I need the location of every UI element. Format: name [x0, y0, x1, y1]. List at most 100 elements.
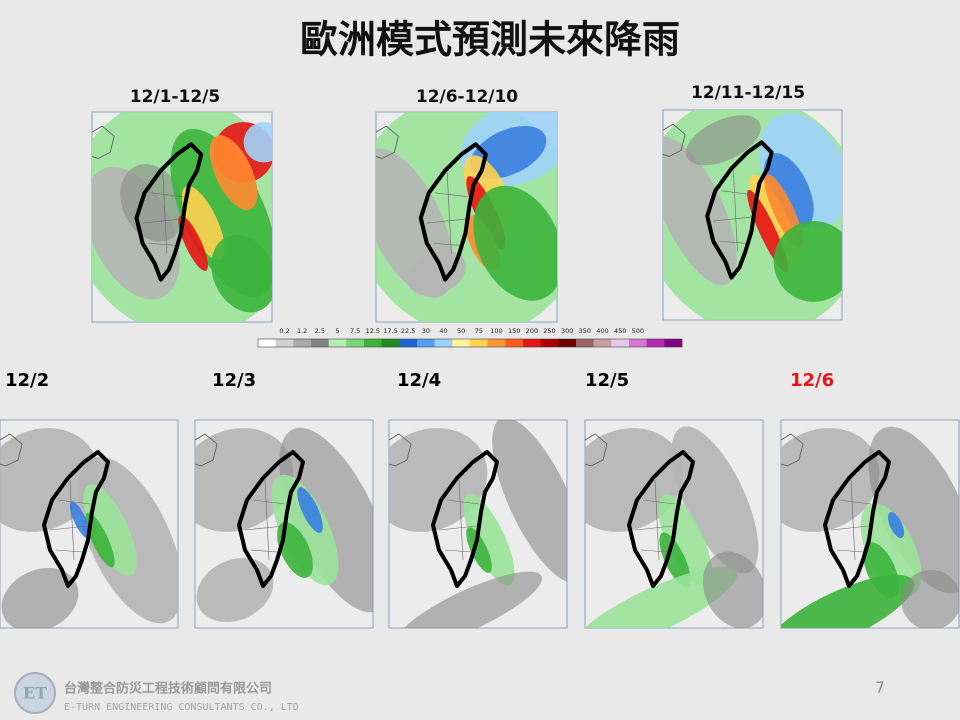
colorbar-segment [275, 339, 294, 347]
colorbar-label: 5 [335, 327, 339, 335]
county-lines [634, 479, 676, 561]
colorbar-label: 2.5 [315, 327, 325, 335]
rain-area [659, 532, 691, 588]
county-lines [830, 479, 872, 561]
china-coast [195, 433, 218, 467]
taiwan-outline [42, 450, 110, 588]
colorbar-segment [417, 339, 435, 347]
colorbar-segment [664, 339, 683, 347]
colorbar-label: 200 [526, 327, 538, 335]
rain-area [1, 567, 79, 628]
rain-area [473, 185, 557, 301]
rain-area [685, 115, 761, 166]
rain-map [194, 419, 374, 629]
rain-area [492, 420, 567, 583]
rain-area [702, 551, 763, 628]
period-label: 12/1-12/5 [130, 87, 220, 107]
company-name-en: E-TURN ENGINEERING CONSULTANTS CO., LTD [64, 702, 299, 713]
rain-area [781, 428, 880, 532]
colorbar-segment [364, 339, 382, 347]
rain-map [780, 419, 960, 629]
colorbar-label: 50 [457, 327, 465, 335]
colorbar-segment [646, 339, 665, 347]
colorbar-segment [593, 339, 612, 347]
rain-area [463, 494, 515, 586]
rain-area [181, 185, 225, 261]
colorbar-label: 350 [579, 327, 591, 335]
china-coast [663, 123, 686, 157]
rain-area [279, 427, 373, 613]
page-number: 7 [875, 679, 885, 697]
rain-area [196, 557, 274, 623]
rain-area [389, 428, 488, 532]
rain-area [781, 574, 915, 628]
rain-layer [0, 428, 178, 628]
day-label: 12/5 [585, 370, 629, 391]
rain-layer [585, 426, 763, 628]
footer-logo: ET [14, 672, 56, 714]
colorbar-segment [434, 339, 453, 347]
colorbar-segment [576, 339, 594, 347]
colorbar-segment [381, 339, 400, 347]
china-coast [585, 433, 608, 467]
day-label: 12/2 [5, 370, 49, 391]
colorbar-label: 0.2 [279, 327, 289, 335]
taiwan-outline [823, 450, 891, 588]
rain-layer [376, 112, 557, 323]
rain-area [860, 503, 922, 597]
colorbar-label: 150 [508, 327, 520, 335]
colorbar-frame [257, 338, 683, 348]
taiwan-outline [237, 450, 305, 588]
colorbar-label: 75 [475, 327, 483, 335]
colorbar-segment [346, 339, 365, 347]
county-lines [426, 172, 468, 254]
colorbar-segment [399, 339, 418, 347]
rain-map [91, 111, 273, 323]
day-label: 12/4 [397, 370, 441, 391]
rain-area [277, 522, 313, 578]
svg-text:ET: ET [23, 684, 47, 703]
rain-map [375, 111, 558, 323]
rain-map [662, 109, 843, 321]
taiwan-outline [627, 450, 695, 588]
taiwan-outline [418, 142, 488, 282]
colorbar-segment [540, 339, 559, 347]
rain-area [585, 567, 738, 628]
colorbar-label: 300 [561, 327, 573, 335]
rain-area [868, 426, 959, 594]
period-label: 12/6-12/10 [416, 87, 518, 107]
rain-area [243, 122, 272, 163]
china-coast [781, 433, 804, 467]
rain-area [658, 494, 712, 586]
colorbar-segment [293, 339, 312, 347]
rain-layer [781, 426, 959, 628]
colorbar-segment [311, 339, 329, 347]
county-lines [142, 172, 184, 254]
rain-map [0, 419, 179, 629]
taiwan-outline [134, 142, 204, 282]
colorbar-label: 22.5 [401, 327, 415, 335]
colorbar-segment [629, 339, 647, 347]
company-name: 台灣整合防災工程技術顧問有限公司 [64, 681, 272, 697]
colorbar-label: 7.5 [350, 327, 360, 335]
colorbar-segment [487, 339, 506, 347]
day-label: 12/6 [790, 370, 834, 391]
colorbar-label: 500 [632, 327, 644, 335]
rain-area [887, 512, 905, 538]
rain-area [396, 571, 542, 628]
china-coast [376, 125, 399, 159]
colorbar-label: 30 [422, 327, 430, 335]
rain-layer [92, 112, 272, 323]
rain-area [178, 215, 208, 271]
colorbar-label: 250 [543, 327, 555, 335]
rain-area [901, 570, 959, 628]
rain-map [388, 419, 568, 629]
colorbar-label: 400 [596, 327, 608, 335]
rain-map [584, 419, 764, 629]
colorbar-label: 12.5 [366, 327, 380, 335]
colorbar-label: 1.2 [297, 327, 307, 335]
rain-area [663, 136, 737, 286]
rain-area [773, 221, 842, 302]
colorbar-segment [523, 339, 541, 347]
rain-area [466, 527, 492, 573]
